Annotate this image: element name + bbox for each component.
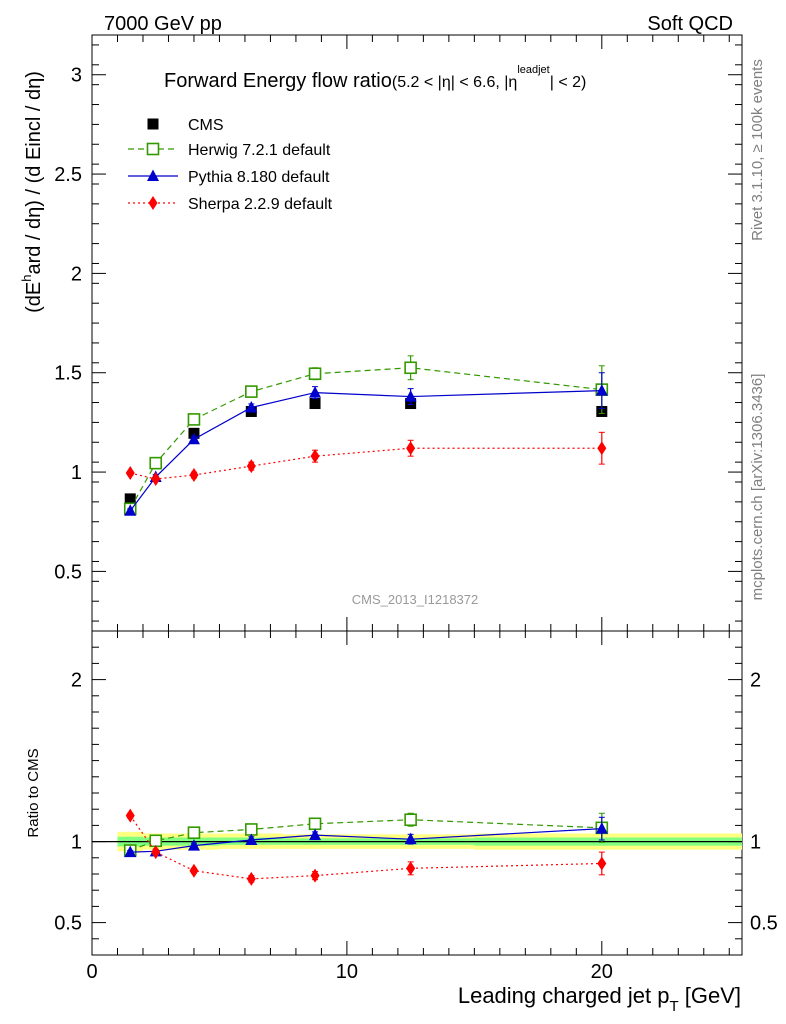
data-point bbox=[125, 808, 135, 823]
data-point bbox=[245, 385, 258, 398]
title-cond-a: (5.2 < |η| < 6.6, |η bbox=[392, 74, 517, 91]
legend-entry: CMS bbox=[147, 117, 224, 134]
y-tick-label: 1 bbox=[71, 462, 82, 484]
ratio-y-tick-label-right: 1 bbox=[750, 832, 761, 854]
series-line bbox=[129, 367, 602, 510]
data-point bbox=[245, 833, 258, 845]
data-point bbox=[404, 832, 417, 845]
ratio-y-tick-label-right: 2 bbox=[750, 670, 761, 692]
legend-label: CMS bbox=[188, 117, 224, 134]
header-left: 7000 GeV pp bbox=[104, 13, 222, 35]
x-tick-label: 10 bbox=[336, 961, 358, 983]
main-ylabel: (dEhard / dη) / (d Eincl / dη) bbox=[19, 71, 45, 313]
xlabel: Leading charged jet pT [GeV] bbox=[458, 983, 741, 1015]
title-main: Forward Energy flow ratio bbox=[164, 70, 392, 92]
mcplots-label: mcplots.cern.ch [arXiv:1306.3436] bbox=[749, 374, 766, 601]
series-layer bbox=[123, 355, 609, 886]
data-point bbox=[404, 813, 417, 827]
data-point bbox=[151, 472, 161, 487]
data-point bbox=[246, 459, 256, 474]
ylabel-sup: h bbox=[19, 275, 34, 282]
data-point bbox=[187, 839, 200, 851]
legend-entry: Herwig 7.2.1 default bbox=[128, 142, 331, 159]
data-point bbox=[595, 822, 608, 834]
xlabel-sub: T bbox=[669, 998, 678, 1015]
legend-label: Pythia 8.180 default bbox=[188, 169, 330, 186]
title-cond-sup: leadjet bbox=[517, 64, 549, 76]
y-tick-label: 2.5 bbox=[54, 164, 82, 186]
data-point bbox=[597, 856, 607, 871]
legend-marker bbox=[147, 118, 159, 130]
legend: CMS Herwig 7.2.1 default Pythia 8.180 defa… bbox=[128, 117, 333, 213]
ratio-plot-frame bbox=[91, 630, 743, 956]
data-point bbox=[189, 863, 199, 878]
series-line bbox=[129, 390, 602, 512]
legend-marker bbox=[147, 169, 159, 181]
analysis-tag: CMS_2013_I1218372 bbox=[352, 592, 479, 607]
legend-entry: Sherpa 2.2.9 default bbox=[128, 196, 333, 213]
ratio-y-tick-label-left: 2 bbox=[71, 670, 82, 692]
plot-title: Forward Energy flow ratio(5.2 < |η| < 6.… bbox=[164, 64, 586, 92]
data-point bbox=[245, 823, 258, 836]
series-sherpa-ratio bbox=[125, 808, 607, 886]
header-right: Soft QCD bbox=[647, 13, 733, 35]
data-point bbox=[245, 401, 258, 413]
xlabel-a: Leading charged jet p bbox=[458, 983, 670, 1008]
series-pythia-main bbox=[124, 372, 608, 516]
data-point bbox=[151, 845, 161, 860]
data-point bbox=[597, 441, 607, 456]
data-point bbox=[124, 845, 137, 858]
axis-ticks: 0 10 20 0.5 1 1.5 2 2.5 3 0.5 0.5 1 1 2 2 bbox=[54, 35, 778, 983]
y-tick-label: 1.5 bbox=[54, 363, 82, 385]
data-point bbox=[404, 361, 417, 375]
ylabel-b: ard / dη) / (d Eincl / dη) bbox=[23, 71, 45, 274]
data-point bbox=[187, 413, 201, 426]
legend-marker bbox=[146, 142, 160, 156]
data-point bbox=[149, 456, 163, 470]
xlabel-b: [GeV] bbox=[679, 983, 741, 1008]
data-point bbox=[189, 468, 199, 483]
legend-label: Herwig 7.2.1 default bbox=[188, 142, 331, 159]
data-point bbox=[125, 466, 135, 481]
data-point bbox=[310, 868, 320, 883]
data-point bbox=[308, 817, 322, 831]
y-tick-label: 3 bbox=[71, 65, 82, 87]
ratio-y-tick-label-right: 0.5 bbox=[750, 913, 778, 935]
data-point bbox=[406, 441, 416, 456]
data-point bbox=[246, 871, 256, 886]
ratio-y-tick-label-left: 0.5 bbox=[54, 913, 82, 935]
data-point bbox=[595, 384, 608, 396]
data-point bbox=[309, 828, 322, 841]
y-tick-label: 0.5 bbox=[54, 561, 82, 583]
series-sherpa-main bbox=[125, 431, 607, 487]
legend-label: Sherpa 2.2.9 default bbox=[188, 196, 333, 213]
legend-entry: Pythia 8.180 default bbox=[128, 169, 330, 186]
data-point bbox=[149, 834, 163, 848]
data-point bbox=[309, 386, 322, 398]
data-point bbox=[310, 449, 320, 464]
x-tick-label: 0 bbox=[86, 961, 97, 983]
data-point bbox=[187, 826, 201, 839]
series-line bbox=[130, 447, 602, 480]
ratio-y-tick-label-left: 1 bbox=[71, 832, 82, 854]
ratio-ylabel: Ratio to CMS bbox=[25, 748, 42, 837]
data-point bbox=[406, 861, 416, 876]
data-point bbox=[404, 390, 417, 402]
ylabel-a: (dE bbox=[23, 282, 45, 313]
data-point bbox=[124, 504, 137, 516]
data-point bbox=[308, 367, 322, 381]
y-tick-label: 2 bbox=[71, 263, 82, 285]
rivet-label: Rivet 3.1.10, ≥ 100k events bbox=[749, 59, 766, 241]
data-point bbox=[187, 432, 200, 445]
data-point bbox=[309, 398, 321, 410]
data-point bbox=[124, 493, 136, 505]
x-tick-label: 20 bbox=[591, 961, 613, 983]
title-cond-b: | < 2) bbox=[550, 74, 587, 91]
legend-marker bbox=[148, 196, 158, 210]
